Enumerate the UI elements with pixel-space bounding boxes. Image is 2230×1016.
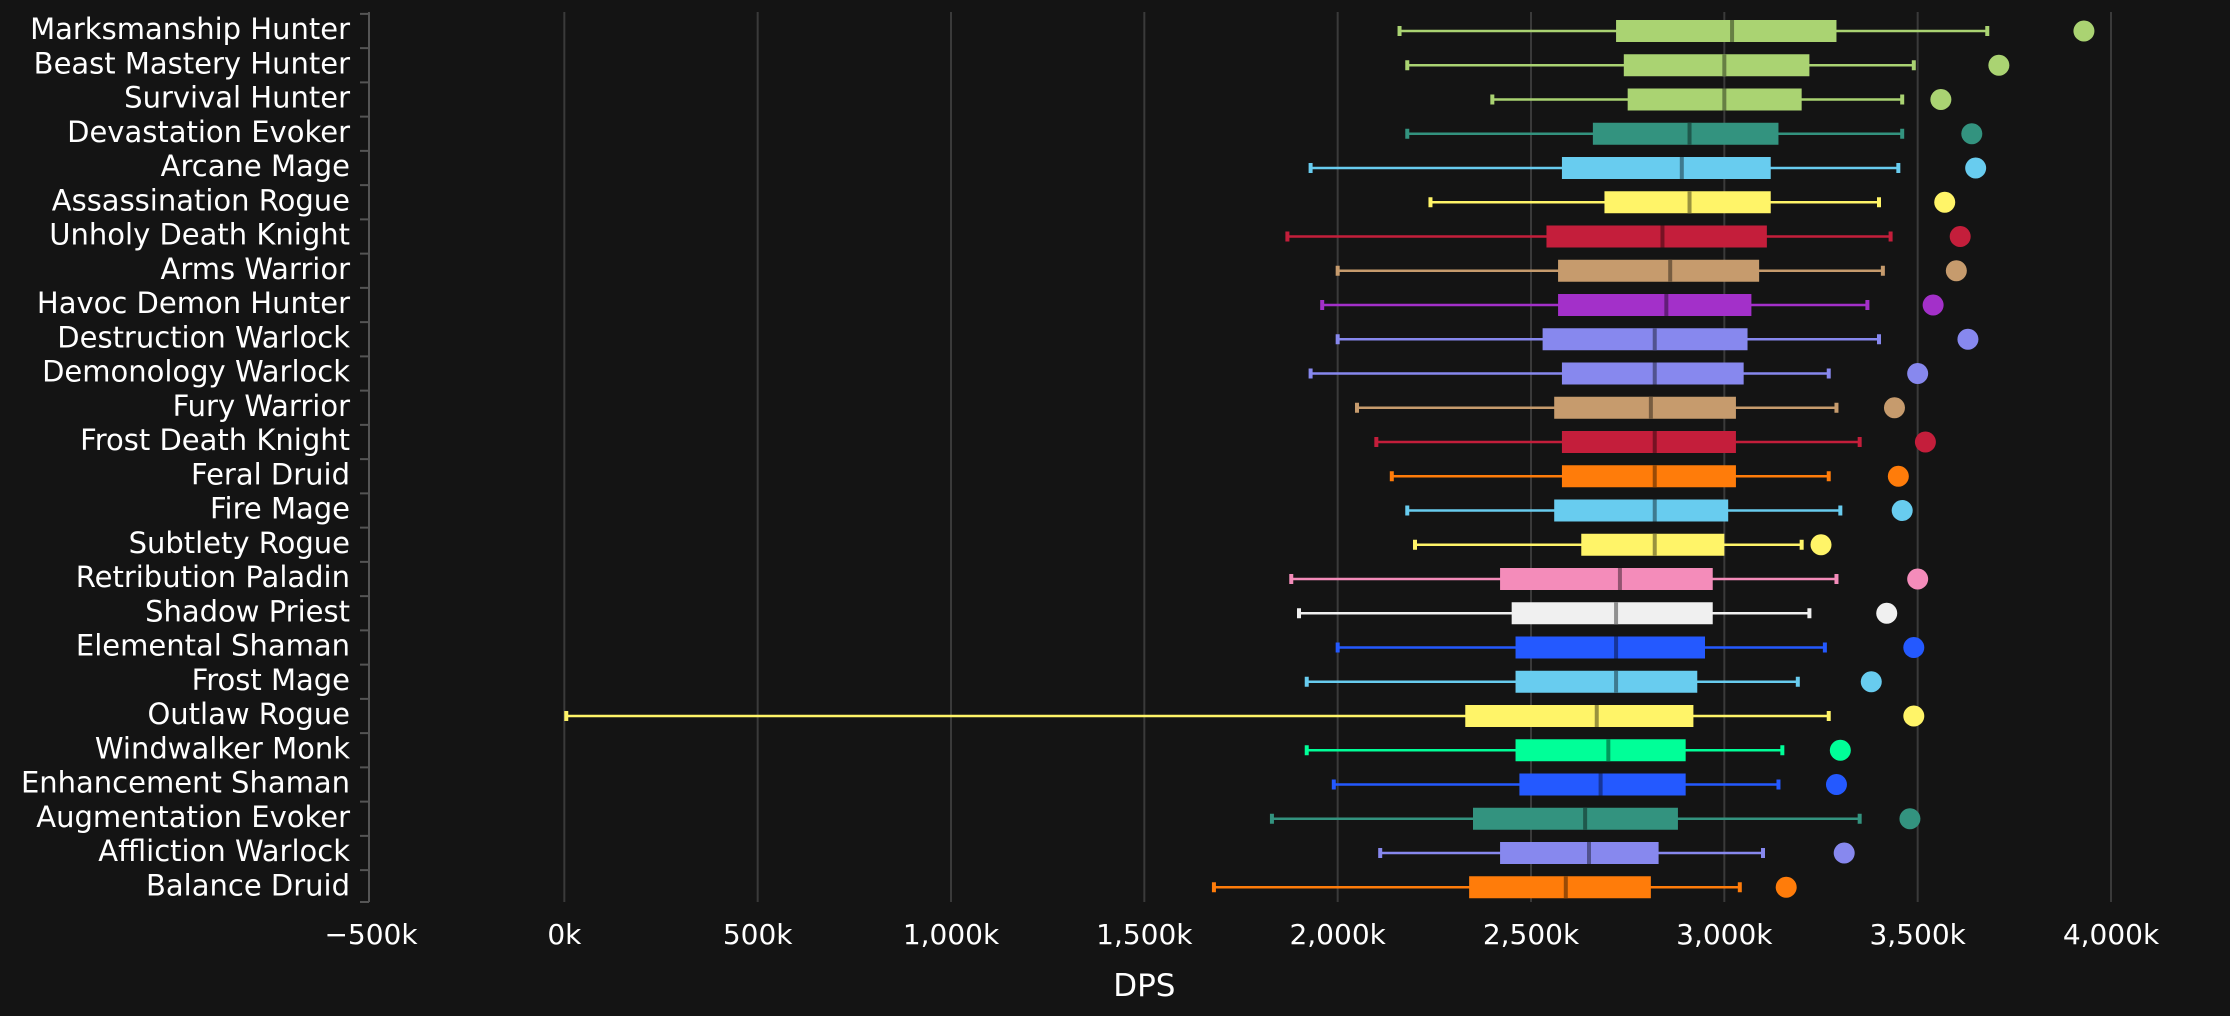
category-label: Assassination Rogue (52, 183, 350, 217)
outlier-point (1907, 568, 1929, 590)
outlier-point (1891, 500, 1913, 521)
x-tick-label: 2,500k (1483, 918, 1580, 951)
category-label: Unholy Death Knight (49, 218, 350, 252)
iqr-box (1515, 670, 1698, 693)
iqr-box (1473, 807, 1678, 830)
x-tick-label: 2,000k (1289, 918, 1386, 951)
outlier-point (1899, 808, 1921, 830)
category-label: Demonology Warlock (42, 355, 350, 389)
category-label: Outlaw Rogue (147, 697, 350, 731)
x-tick-label: 3,000k (1676, 918, 1773, 951)
category-label: Marksmanship Hunter (30, 12, 350, 46)
outlier-point (1957, 328, 1979, 350)
x-tick-label: −500k (324, 918, 418, 951)
category-label: Survival Hunter (124, 81, 350, 115)
iqr-box (1500, 568, 1713, 590)
outlier-point (1945, 260, 1967, 282)
outlier-point (1825, 774, 1847, 795)
category-label: Balance Druid (146, 868, 350, 902)
iqr-box (1554, 499, 1729, 522)
outlier-point (1876, 602, 1898, 624)
outlier-point (1907, 363, 1929, 384)
category-label: Arcane Mage (161, 149, 350, 183)
outlier-point (2073, 20, 2095, 42)
category-label: Arms Warrior (161, 252, 351, 286)
outlier-point (1988, 54, 2010, 76)
x-axis-title: DPS (1113, 968, 1175, 1004)
iqr-box (1465, 705, 1694, 727)
x-tick-label: 3,500k (1869, 918, 1966, 951)
iqr-box (1542, 328, 1748, 351)
category-label: Elemental Shaman (76, 629, 350, 663)
outlier-point (1810, 534, 1832, 556)
category-label: Windwalker Monk (95, 731, 350, 765)
outlier-point (1903, 637, 1925, 658)
outlier-point (1860, 671, 1882, 693)
category-label: Augmentation Evoker (36, 800, 350, 834)
outlier-point (1930, 89, 1952, 110)
category-label: Destruction Warlock (57, 320, 350, 354)
x-tick-label: 4,000k (2063, 918, 2160, 951)
outlier-point (1934, 191, 1956, 213)
category-label: Havoc Demon Hunter (37, 286, 350, 320)
category-label: Devastation Evoker (67, 115, 350, 149)
iqr-box (1616, 20, 1837, 42)
category-label: Beast Mastery Hunter (34, 46, 350, 80)
category-label: Affliction Warlock (98, 834, 350, 868)
category-label: Shadow Priest (145, 594, 350, 628)
outlier-point (1833, 842, 1855, 864)
category-label: Feral Druid (191, 457, 350, 491)
iqr-box (1554, 396, 1736, 419)
x-tick-label: 0k (547, 918, 582, 951)
outlier-point (1883, 397, 1905, 419)
category-label: Enhancement Shaman (21, 766, 350, 800)
iqr-box (1623, 54, 1810, 77)
x-tick-label: 1,000k (903, 918, 1000, 951)
iqr-box (1558, 294, 1752, 316)
category-label: Frost Death Knight (80, 423, 350, 457)
iqr-box (1627, 88, 1802, 111)
category-label: Frost Mage (192, 663, 350, 697)
category-label: Subtlety Rogue (129, 526, 350, 560)
outlier-point (1961, 123, 1983, 145)
iqr-box (1511, 602, 1713, 625)
iqr-box (1561, 465, 1736, 488)
category-label: Fury Warrior (173, 389, 351, 423)
outlier-point (1887, 465, 1909, 487)
iqr-box (1469, 876, 1651, 899)
x-tick-label: 1,500k (1096, 918, 1193, 951)
outlier-point (1922, 294, 1944, 316)
iqr-box (1515, 636, 1705, 659)
outlier-point (1903, 705, 1925, 727)
outlier-point (1775, 876, 1797, 898)
outlier-point (1949, 226, 1971, 247)
iqr-box (1561, 431, 1736, 453)
outlier-point (1829, 739, 1851, 761)
iqr-box (1546, 225, 1767, 248)
outlier-point (1914, 431, 1936, 453)
iqr-box (1515, 739, 1686, 762)
outlier-point (1965, 157, 1987, 179)
iqr-box (1592, 122, 1779, 145)
iqr-box (1558, 259, 1760, 282)
x-tick-label: 500k (723, 918, 793, 951)
iqr-box (1500, 842, 1659, 864)
category-label: Fire Mage (210, 492, 350, 526)
category-label: Retribution Paladin (76, 560, 350, 594)
iqr-box (1561, 157, 1771, 179)
